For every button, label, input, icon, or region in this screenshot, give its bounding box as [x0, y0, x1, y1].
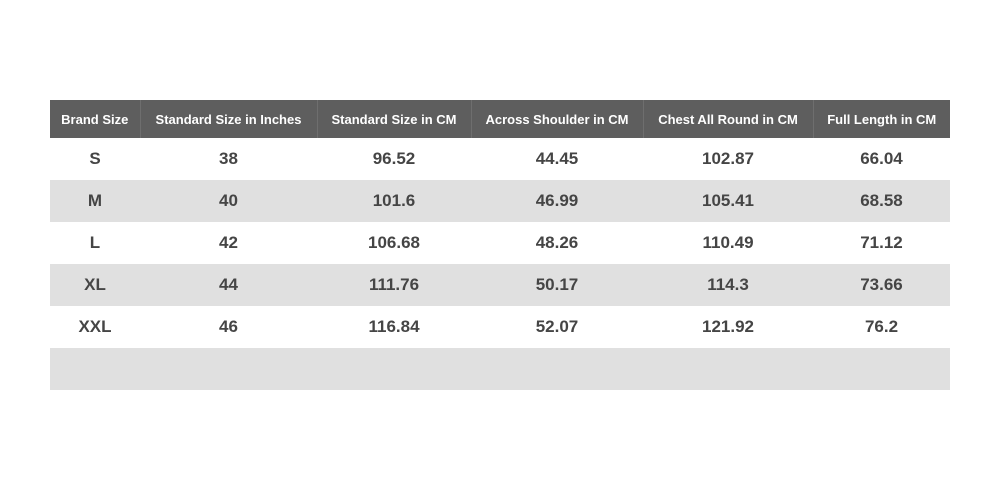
table-cell: 66.04	[860, 149, 903, 168]
empty-cell	[317, 348, 471, 390]
header-cell: Brand Size	[50, 100, 140, 138]
table-row: XL 44 111.76 50.17 114.3 73.66	[50, 264, 950, 306]
table-cell: 68.58	[813, 180, 950, 222]
empty-cell	[140, 348, 317, 390]
table-cell: 102.87	[702, 149, 754, 168]
header-cell: Standard Size in Inches	[139, 100, 317, 138]
header-cell: Standard Size in CM	[316, 100, 471, 138]
table-cell: 44.45	[535, 149, 579, 168]
table-cell: XXL	[78, 317, 112, 336]
table-cell: S	[89, 149, 101, 168]
table-cell: 46	[219, 317, 238, 336]
table-cell: 73.66	[813, 264, 950, 306]
table-body: S 38 96.52 44.45 102.87 66.04 M 40 101.6 46.99 105…	[50, 138, 950, 390]
size-table: Brand Size Standard Size in Inches Standar…	[50, 100, 950, 390]
table-cell: 44	[140, 264, 317, 306]
empty-cell	[471, 348, 643, 390]
table-row: M 40 101.6 46.99 105.41 68.58	[50, 180, 950, 222]
table-cell: 48.26	[535, 233, 579, 252]
table-cell: 38	[219, 149, 238, 168]
table-cell: 111.76	[317, 264, 471, 306]
empty-cell	[50, 348, 140, 390]
table-cell: XL	[50, 264, 140, 306]
header-cell: Across Shoulder in CM	[470, 100, 643, 138]
table-cell: 46.99	[471, 180, 643, 222]
header-row: Brand Size Standard Size in Inches Standar…	[50, 100, 950, 138]
table-cell: 71.12	[860, 233, 903, 252]
empty-cell	[813, 348, 950, 390]
table-cell: M	[50, 180, 140, 222]
table-cell: 106.68	[368, 233, 420, 252]
table-cell: 110.49	[702, 233, 754, 252]
table-cell: 76.2	[864, 317, 899, 336]
table-cell: 42	[219, 233, 238, 252]
table-cell: 96.52	[372, 149, 416, 168]
table-cell: 121.92	[702, 317, 754, 336]
table-row: S 38 96.52 44.45 102.87 66.04	[50, 138, 950, 180]
table-cell: 116.84	[368, 317, 420, 336]
table-cell: 101.6	[317, 180, 471, 222]
table-cell: 52.07	[535, 317, 579, 336]
table-cell: 114.3	[643, 264, 813, 306]
empty-cell	[643, 348, 813, 390]
table-cell: 50.17	[471, 264, 643, 306]
table-cell: 105.41	[643, 180, 813, 222]
empty-row	[50, 348, 950, 390]
table-row: L 42 106.68 48.26 110.49 71.12	[50, 222, 950, 264]
header-cell: Full Length in CM	[812, 100, 950, 138]
table-cell: 40	[140, 180, 317, 222]
header-cell: Chest All Round in CM	[642, 100, 813, 138]
table-cell: L	[89, 233, 101, 252]
table-row: XXL 46 116.84 52.07 121.92 76.2	[50, 306, 950, 348]
